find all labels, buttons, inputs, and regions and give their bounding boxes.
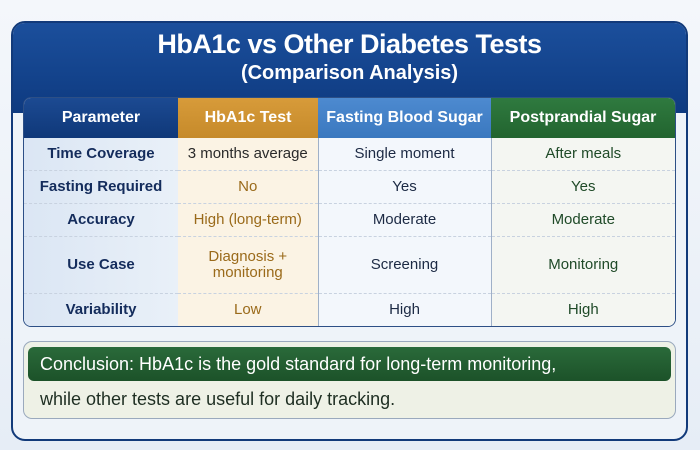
table-row: Fasting Required No Yes Yes bbox=[24, 169, 675, 204]
column-header-fasting-blood-sugar: Fasting Blood Sugar bbox=[318, 98, 491, 138]
cell-fasting: Yes bbox=[318, 169, 492, 204]
cell-hba1c: 3 months average bbox=[178, 138, 319, 171]
cell-hba1c: No bbox=[178, 169, 319, 204]
cell-fasting: Single moment bbox=[318, 138, 492, 171]
table-row: Accuracy High (long-term) Moderate Moder… bbox=[24, 202, 675, 237]
row-label: Time Coverage bbox=[24, 138, 178, 171]
cell-fasting: Moderate bbox=[318, 202, 492, 237]
page-title: HbA1c vs Other Diabetes Tests bbox=[157, 29, 542, 59]
cell-hba1c: Diagnosis + monitoring bbox=[178, 235, 319, 294]
cell-postprandial: Yes bbox=[491, 169, 675, 204]
row-label: Use Case bbox=[24, 235, 178, 294]
cell-postprandial: High bbox=[491, 293, 675, 326]
conclusion-banner: Conclusion: HbA1c is the gold standard f… bbox=[28, 347, 671, 381]
cell-hba1c: High (long-term) bbox=[178, 202, 319, 237]
comparison-table: Parameter HbA1c Test Fasting Blood Sugar… bbox=[23, 97, 676, 327]
cell-postprandial: Monitoring bbox=[491, 235, 675, 294]
cell-fasting: Screening bbox=[318, 235, 492, 294]
row-label: Accuracy bbox=[24, 202, 178, 237]
table-row: Time Coverage 3 months average Single mo… bbox=[24, 138, 675, 171]
cell-hba1c: Low bbox=[178, 293, 319, 326]
table-row: Variability Low High High bbox=[24, 293, 675, 326]
row-label: Variability bbox=[24, 293, 178, 326]
column-header-parameter: Parameter bbox=[24, 98, 178, 138]
table-row: Use Case Diagnosis + monitoring Screenin… bbox=[24, 235, 675, 294]
comparison-card: HbA1c vs Other Diabetes Tests (Compariso… bbox=[11, 21, 688, 441]
cell-postprandial: Moderate bbox=[491, 202, 675, 237]
conclusion-box: Conclusion: HbA1c is the gold standard f… bbox=[23, 341, 676, 419]
cell-postprandial: After meals bbox=[491, 138, 675, 171]
cell-fasting: High bbox=[318, 293, 492, 326]
table-header-row: Parameter HbA1c Test Fasting Blood Sugar… bbox=[24, 98, 675, 138]
column-header-hba1c: HbA1c Test bbox=[178, 98, 318, 138]
page-subtitle: (Comparison Analysis) bbox=[240, 62, 459, 84]
row-label: Fasting Required bbox=[24, 169, 178, 204]
column-header-postprandial-sugar: Postprandial Sugar bbox=[491, 98, 675, 138]
conclusion-text: while other tests are useful for daily t… bbox=[40, 389, 396, 409]
